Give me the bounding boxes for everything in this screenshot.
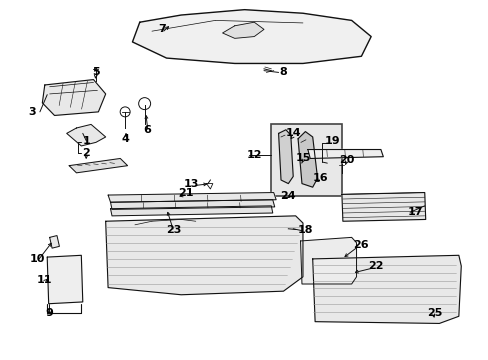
Polygon shape <box>69 158 127 173</box>
Text: 12: 12 <box>246 150 262 160</box>
Polygon shape <box>110 206 272 216</box>
Text: 25: 25 <box>426 308 441 318</box>
Text: 4: 4 <box>121 134 129 144</box>
Text: 23: 23 <box>166 225 181 235</box>
Text: 13: 13 <box>183 179 198 189</box>
Polygon shape <box>298 132 317 187</box>
Text: 7: 7 <box>158 24 165 35</box>
Polygon shape <box>307 149 383 158</box>
Polygon shape <box>341 193 425 221</box>
Text: 6: 6 <box>143 125 151 135</box>
Text: 16: 16 <box>311 173 327 183</box>
Text: 11: 11 <box>37 275 52 285</box>
Polygon shape <box>110 200 274 210</box>
Text: 2: 2 <box>82 148 90 158</box>
Polygon shape <box>42 80 105 116</box>
Text: 17: 17 <box>407 207 422 217</box>
Polygon shape <box>300 237 356 284</box>
Polygon shape <box>47 255 82 304</box>
Polygon shape <box>132 10 370 63</box>
Text: 5: 5 <box>92 67 100 77</box>
Text: 24: 24 <box>280 191 296 201</box>
Text: 14: 14 <box>285 129 301 138</box>
Polygon shape <box>50 235 59 248</box>
Bar <box>271 125 341 196</box>
Polygon shape <box>66 125 105 146</box>
Polygon shape <box>108 193 276 202</box>
Text: 3: 3 <box>29 107 36 117</box>
Text: 8: 8 <box>279 67 287 77</box>
Text: 1: 1 <box>82 136 90 145</box>
Polygon shape <box>278 130 293 184</box>
Text: 19: 19 <box>324 136 339 145</box>
Text: 20: 20 <box>338 155 354 165</box>
Polygon shape <box>222 22 264 39</box>
Polygon shape <box>312 255 460 323</box>
Polygon shape <box>105 216 303 295</box>
Text: 21: 21 <box>178 188 193 198</box>
Text: 9: 9 <box>45 308 54 318</box>
Text: 26: 26 <box>353 239 368 249</box>
Text: 15: 15 <box>295 153 310 163</box>
Text: 10: 10 <box>30 254 45 264</box>
Text: 22: 22 <box>367 261 383 271</box>
Text: 18: 18 <box>297 225 312 235</box>
